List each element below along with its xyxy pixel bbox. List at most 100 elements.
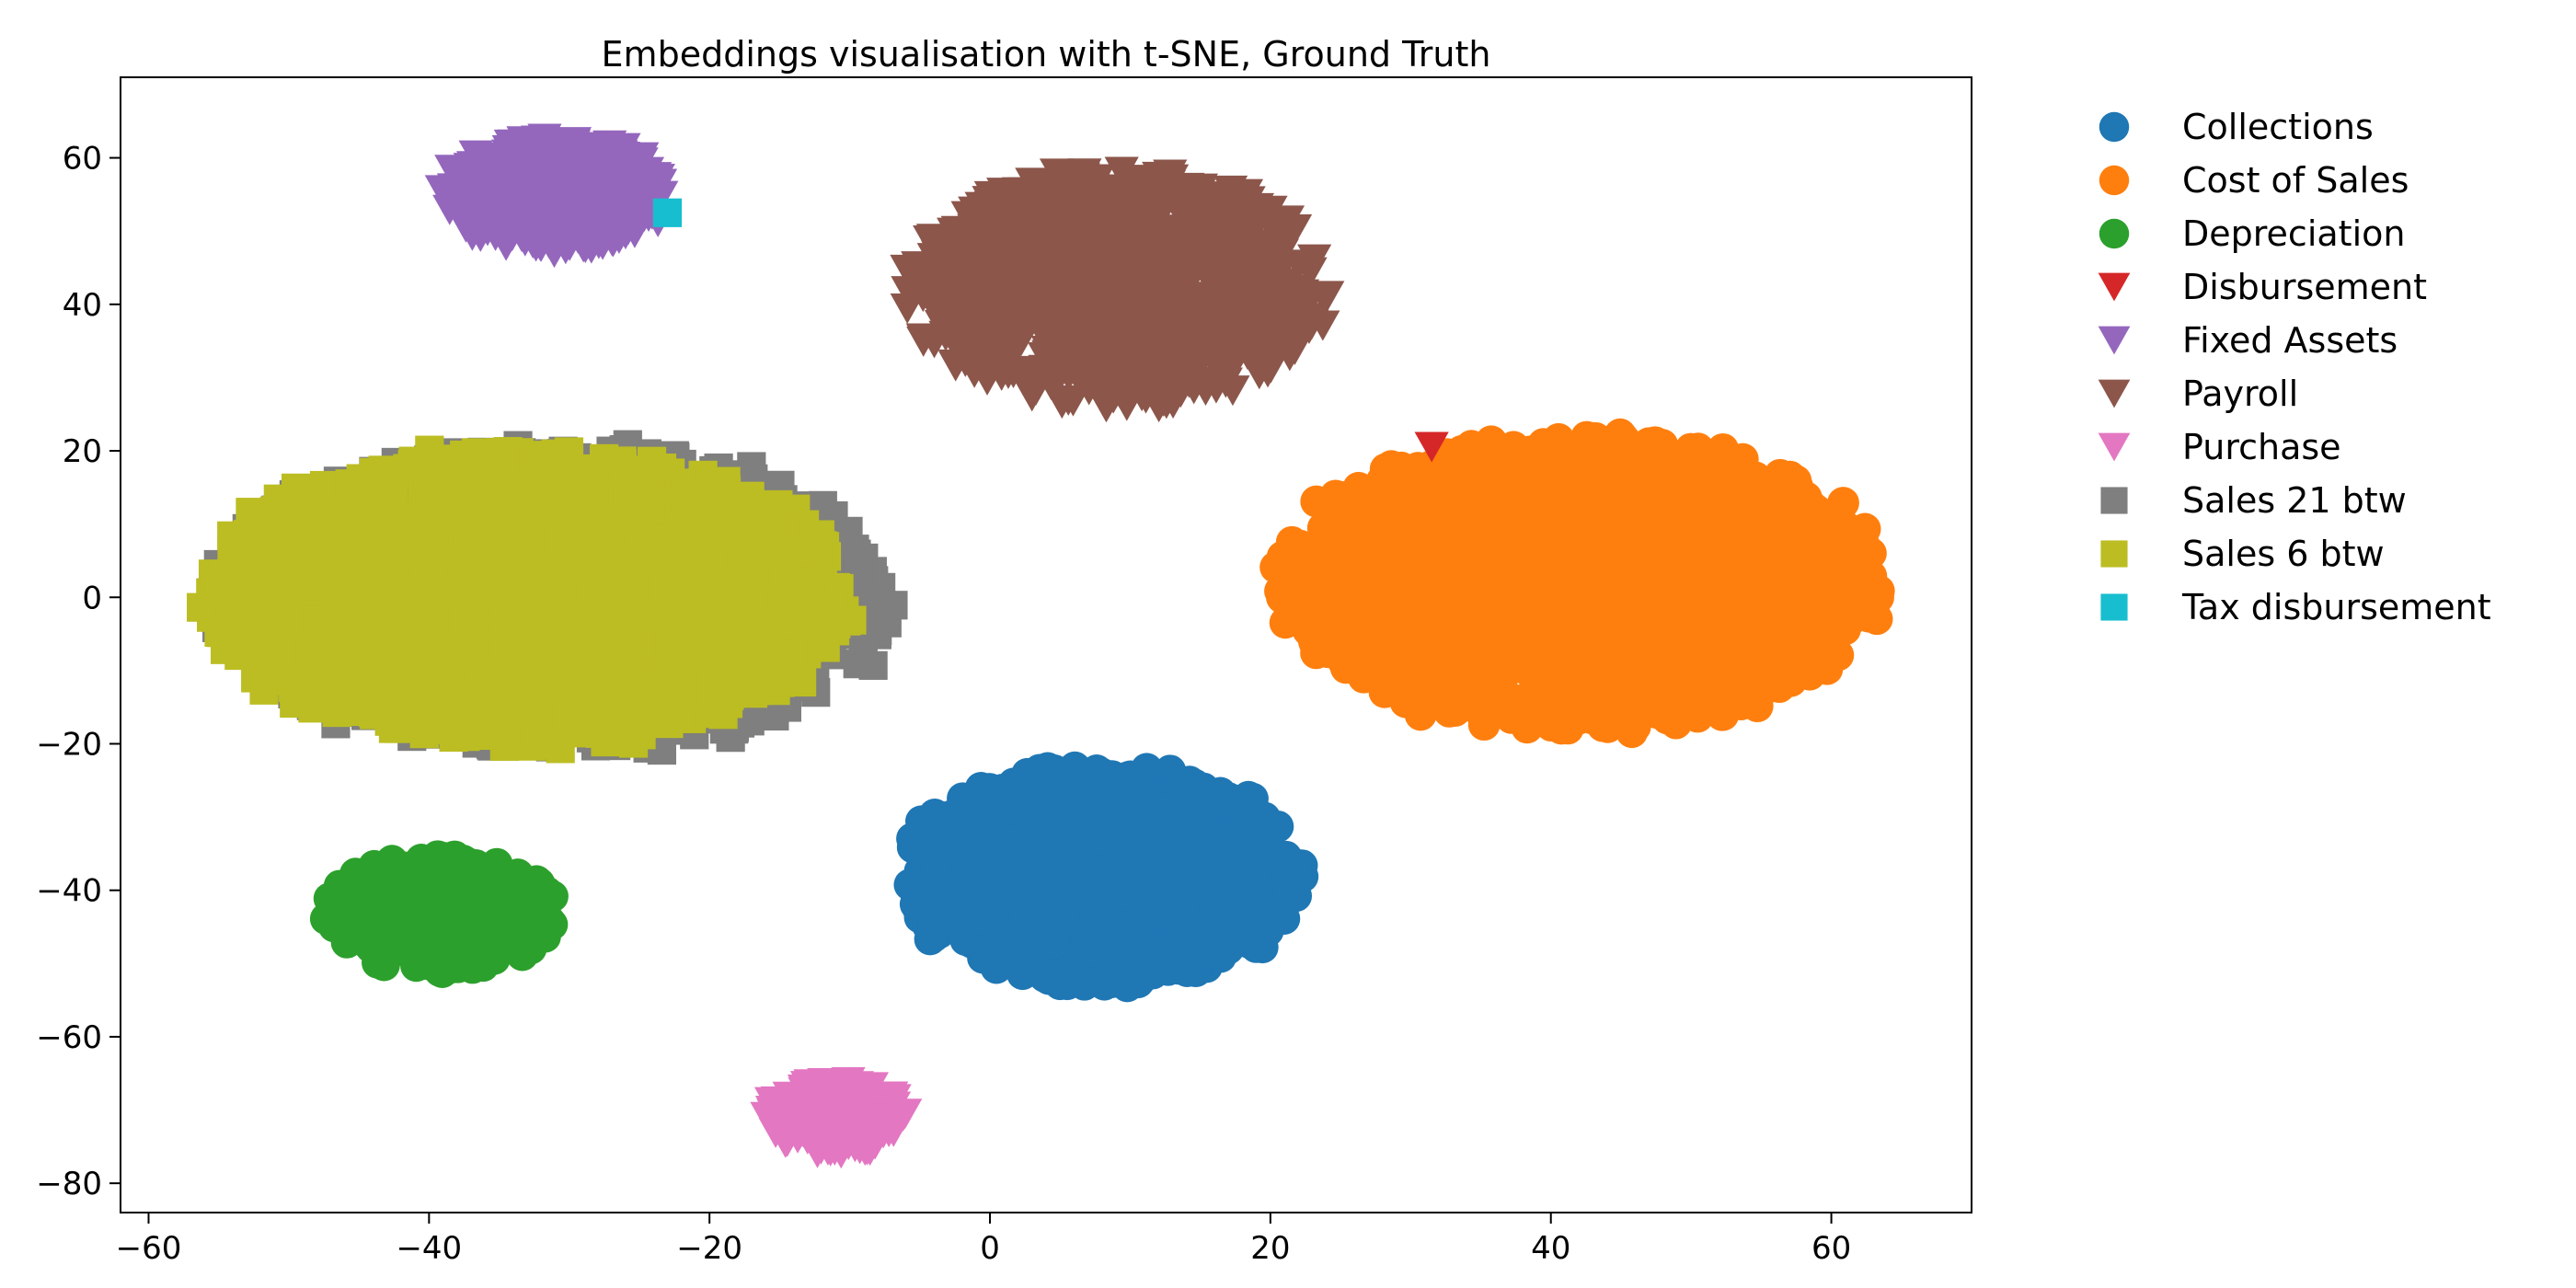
point-collections [1111,963,1144,996]
point-cost-of-sales [1406,641,1439,674]
point-cost-of-sales [1468,570,1501,604]
point-depreciation [357,868,390,901]
point-cost-of-sales [1775,664,1808,697]
point-cost-of-sales [1688,566,1721,598]
point-collections [947,787,979,820]
series-purchase [750,1067,923,1169]
point-cost-of-sales [1721,473,1754,506]
point-cost-of-sales [1402,523,1435,556]
point-cost-of-sales [1565,570,1598,604]
point-collections [1171,949,1204,982]
point-cost-of-sales [1667,481,1700,513]
point-cost-of-sales [1707,656,1740,689]
point-cost-of-sales [1571,660,1604,693]
point-collections [914,923,947,956]
point-cost-of-sales [1645,675,1678,708]
point-cost-of-sales [1547,635,1581,667]
point-cost-of-sales [1511,477,1543,511]
point-cost-of-sales [1472,684,1505,718]
point-collections [1011,767,1044,800]
series-depreciation [309,840,569,988]
point-depreciation [428,954,461,987]
point-depreciation [330,926,363,959]
point-cost-of-sales [1300,485,1333,518]
point-collections [1173,806,1206,839]
point-cost-of-sales [1604,659,1637,692]
point-collections [949,881,982,914]
point-collections [1084,936,1116,969]
series-cost-of-sales [1259,418,1895,749]
point-cost-of-sales [1330,503,1363,536]
point-collections [1121,908,1155,941]
chart-title: Embeddings visualisation with t-SNE, Gro… [602,34,1491,75]
point-cost-of-sales [1706,604,1739,638]
point-collections [1272,876,1305,909]
point-collections [1248,801,1282,834]
point-depreciation [535,908,569,941]
point-cost-of-sales [1661,546,1694,579]
point-cost-of-sales [1770,541,1803,574]
point-cost-of-sales [1358,512,1391,545]
point-collections [1137,868,1170,902]
point-cost-of-sales [1779,465,1812,497]
point-cost-of-sales [1336,566,1369,599]
point-collections [1261,839,1294,872]
point-collections [1115,829,1148,862]
point-cost-of-sales [1542,422,1575,455]
point-cost-of-sales [1512,446,1546,479]
point-collections [1095,879,1128,912]
point-collections [990,824,1022,857]
point-cost-of-sales [1440,639,1473,673]
point-depreciation [397,853,430,885]
point-collections [1022,798,1054,831]
point-depreciation [489,877,522,910]
point-cost-of-sales [1495,542,1528,574]
point-cost-of-sales [1639,627,1673,660]
point-cost-of-sales [1479,440,1512,473]
point-depreciation [451,846,484,880]
point-cost-of-sales [1527,569,1560,602]
point-collections [1212,932,1245,965]
point-cost-of-sales [1804,641,1836,674]
point-cost-of-sales [1549,685,1581,719]
point-cost-of-sales [1413,673,1445,705]
point-depreciation [429,903,462,937]
point-cost-of-sales [1821,539,1854,571]
point-cost-of-sales [1702,687,1734,719]
point-cost-of-sales [1848,512,1881,546]
point-depreciation [389,908,422,941]
point-cost-of-sales [1370,473,1402,506]
point-cost-of-sales [1824,593,1857,627]
data-points [187,123,1895,1169]
point-collections [1167,891,1200,925]
point-collections [1237,838,1271,871]
point-collections [986,933,1018,966]
point-cost-of-sales [1356,596,1389,629]
point-collections [1045,967,1078,999]
point-cost-of-sales [1582,687,1616,720]
point-collections [1037,926,1070,960]
point-cost-of-sales [1607,577,1640,609]
point-collections [977,791,1009,824]
point-collections [1205,843,1238,876]
point-cost-of-sales [1696,497,1730,530]
point-collections [1047,902,1080,934]
point-collections [1220,784,1253,817]
point-cost-of-sales [1292,614,1325,647]
point-cost-of-sales [1391,595,1424,628]
point-depreciation [360,904,393,937]
point-collections [1228,872,1260,905]
point-cost-of-sales [1461,537,1493,570]
point-cost-of-sales [1685,444,1719,477]
point-collections [920,851,952,883]
point-cost-of-sales [1641,434,1674,467]
point-collections [1125,937,1158,970]
series-payroll [890,156,1345,423]
point-cost-of-sales [1533,535,1566,568]
point-collections [1068,786,1101,818]
point-collections [1072,758,1105,790]
point-cost-of-sales [1737,523,1770,556]
point-cost-of-sales [1736,662,1769,695]
point-cost-of-sales [1770,614,1803,647]
